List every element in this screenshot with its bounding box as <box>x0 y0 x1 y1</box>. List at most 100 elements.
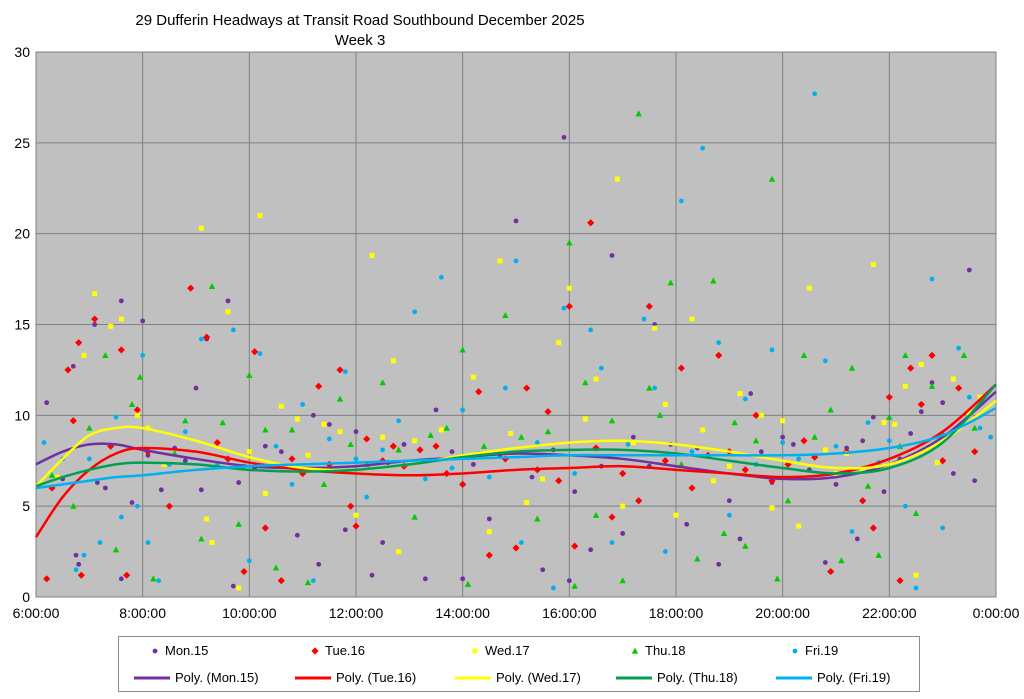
data-point <box>620 531 626 536</box>
data-point <box>182 458 188 464</box>
data-point <box>635 497 643 505</box>
data-point <box>69 417 77 425</box>
data-point <box>277 577 285 585</box>
data-point <box>928 351 936 359</box>
data-point <box>849 529 855 534</box>
data-point <box>278 403 284 409</box>
data-point <box>587 219 595 227</box>
data-point <box>748 391 754 396</box>
data-point <box>635 110 642 117</box>
data-point <box>844 445 850 451</box>
data-point <box>646 384 653 391</box>
data-point <box>182 417 189 424</box>
data-point <box>449 465 455 471</box>
data-point <box>81 552 87 558</box>
data-point <box>129 500 135 505</box>
data-point <box>796 523 802 529</box>
data-point <box>860 438 866 444</box>
legend-marker-row: Mon.15 Tue.16 Wed.17 Thu.18 Fri.19 <box>119 637 919 664</box>
data-point <box>630 440 636 446</box>
data-point <box>310 412 316 418</box>
legend-item: Fri.19 <box>789 637 838 664</box>
data-point <box>305 452 311 458</box>
data-point <box>54 474 60 480</box>
data-point <box>928 382 936 389</box>
data-point <box>118 316 124 322</box>
data-point <box>412 309 418 315</box>
data-point <box>822 447 828 453</box>
data-point <box>758 449 764 455</box>
data-point <box>774 575 781 582</box>
data-point <box>524 500 530 506</box>
data-point <box>688 484 696 492</box>
data-point <box>934 460 940 466</box>
data-point <box>608 513 616 521</box>
data-point <box>752 437 760 444</box>
data-point <box>438 427 444 433</box>
legend-label: Poly. (Fri.19) <box>817 670 891 685</box>
trendline <box>35 399 997 488</box>
data-point <box>459 480 467 488</box>
data-point <box>257 213 263 218</box>
data-point <box>304 579 312 586</box>
data-point <box>966 267 972 273</box>
data-point <box>566 578 572 584</box>
legend-label: Fri.19 <box>805 643 839 658</box>
data-point <box>726 512 732 518</box>
trendlines <box>34 383 997 538</box>
legend-line-icon <box>776 676 812 679</box>
data-point <box>677 364 685 372</box>
data-point <box>769 347 775 353</box>
data-point <box>561 134 567 140</box>
data-point <box>939 457 947 465</box>
data-point <box>209 540 215 545</box>
y-tick-label: 10 <box>14 407 30 423</box>
data-point <box>300 402 306 407</box>
data-point <box>48 471 56 478</box>
data-point <box>534 440 540 445</box>
y-tick-label: 5 <box>22 498 30 514</box>
data-point <box>369 572 375 578</box>
data-point <box>278 449 284 455</box>
data-point <box>956 345 962 351</box>
data-point <box>667 279 674 286</box>
data-point <box>886 413 893 420</box>
data-point <box>571 542 579 550</box>
y-tick-label: 0 <box>22 589 30 605</box>
legend-marker-icon <box>792 648 798 653</box>
data-point <box>486 474 492 480</box>
data-point <box>118 298 124 304</box>
legend-line-icon <box>455 676 491 679</box>
data-point <box>518 433 525 440</box>
trendline <box>34 383 997 538</box>
data-point <box>411 513 418 520</box>
data-point <box>86 424 93 431</box>
data-point <box>380 540 386 545</box>
data-point <box>870 414 876 420</box>
grid-layer <box>35 51 997 598</box>
data-point <box>784 460 792 468</box>
data-point <box>988 434 994 440</box>
x-tick-label: 20:00:00 <box>755 605 810 621</box>
data-point <box>288 455 296 463</box>
data-point <box>523 384 531 392</box>
data-point <box>870 262 876 268</box>
data-point <box>240 567 248 576</box>
x-tick-label: 10:00:00 <box>222 605 277 621</box>
legend-label: Tue.16 <box>325 643 365 658</box>
data-point <box>272 564 280 571</box>
data-point <box>609 253 615 258</box>
data-point <box>661 457 669 465</box>
x-tick-label: 14:00:00 <box>435 605 490 621</box>
legend-marker-icon <box>311 646 319 655</box>
data-point <box>678 198 684 204</box>
legend-marker <box>792 648 798 653</box>
data-point <box>502 312 509 319</box>
data-point <box>929 276 935 282</box>
data-point <box>742 396 748 402</box>
data-point <box>470 374 476 380</box>
data-point <box>913 585 919 591</box>
data-point <box>902 383 908 389</box>
data-point <box>198 487 204 493</box>
data-point <box>320 480 328 487</box>
